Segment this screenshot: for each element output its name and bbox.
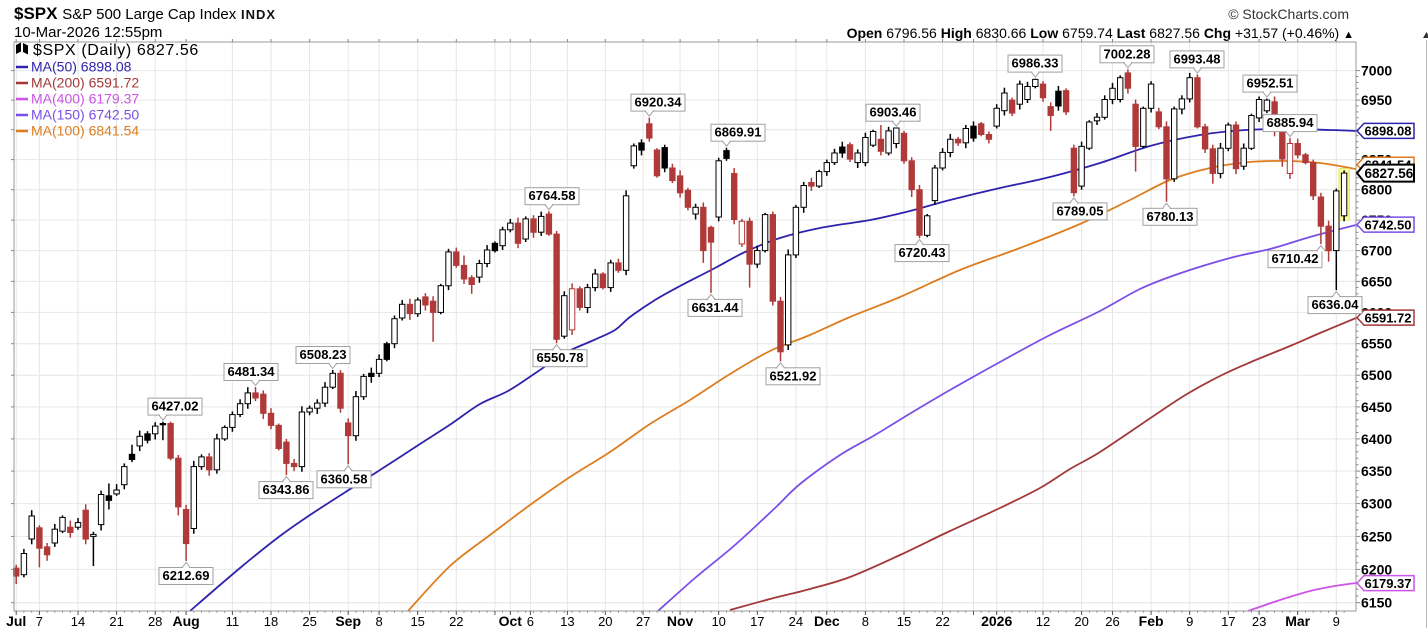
svg-text:Feb: Feb: [1139, 613, 1164, 629]
svg-text:17: 17: [1221, 614, 1235, 629]
svg-text:26: 26: [1105, 614, 1119, 629]
svg-text:6427.02: 6427.02: [152, 399, 199, 414]
svg-text:14: 14: [71, 614, 85, 629]
svg-text:6920.34: 6920.34: [635, 95, 683, 110]
svg-text:6636.04: 6636.04: [1312, 297, 1360, 312]
svg-text:6300: 6300: [1361, 496, 1392, 512]
svg-text:7002.28: 7002.28: [1104, 46, 1151, 61]
svg-text:20: 20: [1074, 614, 1088, 629]
svg-text:6450: 6450: [1361, 399, 1392, 415]
svg-text:Jul: Jul: [6, 613, 26, 629]
svg-text:6508.23: 6508.23: [300, 347, 347, 362]
svg-text:6789.05: 6789.05: [1057, 203, 1104, 218]
svg-text:6700: 6700: [1361, 243, 1392, 259]
svg-text:6650: 6650: [1361, 273, 1392, 289]
svg-text:6720.43: 6720.43: [899, 245, 946, 260]
svg-text:Aug: Aug: [172, 613, 199, 629]
svg-text:8: 8: [862, 614, 869, 629]
svg-text:6481.34: 6481.34: [228, 364, 276, 379]
svg-text:MA(400) 6179.37: MA(400) 6179.37: [31, 91, 139, 107]
svg-text:8: 8: [375, 614, 382, 629]
svg-text:17: 17: [750, 614, 764, 629]
svg-text:11: 11: [226, 614, 240, 629]
svg-text:6827.56: 6827.56: [1365, 166, 1414, 181]
svg-text:6986.33: 6986.33: [1012, 56, 1059, 71]
svg-text:Sep: Sep: [335, 613, 361, 629]
svg-text:6: 6: [527, 614, 534, 629]
svg-text:6742.50: 6742.50: [1365, 217, 1412, 232]
svg-text:9: 9: [1333, 614, 1340, 629]
svg-text:6200: 6200: [1361, 561, 1392, 577]
svg-text:6360.58: 6360.58: [321, 471, 368, 486]
svg-text:10: 10: [711, 614, 725, 629]
svg-text:21: 21: [109, 614, 123, 629]
svg-text:6150: 6150: [1361, 595, 1392, 611]
svg-text:15: 15: [410, 614, 424, 629]
svg-text:6550.78: 6550.78: [537, 350, 584, 365]
svg-text:20: 20: [598, 614, 612, 629]
svg-text:13: 13: [560, 614, 574, 629]
svg-text:22: 22: [935, 614, 949, 629]
svg-text:24: 24: [789, 614, 803, 629]
svg-text:6343.86: 6343.86: [263, 482, 310, 497]
svg-text:Mar: Mar: [1285, 613, 1310, 629]
svg-text:Nov: Nov: [667, 613, 694, 629]
svg-text:Oct: Oct: [499, 613, 523, 629]
svg-text:7000: 7000: [1361, 63, 1392, 79]
svg-text:9: 9: [1186, 614, 1193, 629]
svg-text:15: 15: [897, 614, 911, 629]
svg-text:MA(50) 6898.08: MA(50) 6898.08: [31, 59, 132, 75]
svg-text:7: 7: [36, 614, 43, 629]
svg-text:MA(100) 6841.54: MA(100) 6841.54: [31, 123, 139, 139]
svg-text:6898.08: 6898.08: [1365, 124, 1412, 139]
svg-text:6993.48: 6993.48: [1174, 51, 1221, 66]
svg-text:6780.13: 6780.13: [1147, 209, 1194, 224]
svg-text:6591.72: 6591.72: [1365, 310, 1412, 325]
svg-text:6350: 6350: [1361, 463, 1392, 479]
svg-text:6885.94: 6885.94: [1267, 115, 1315, 130]
svg-text:$SPX (Daily) 6827.56: $SPX (Daily) 6827.56: [33, 42, 199, 59]
svg-text:Dec: Dec: [814, 613, 840, 629]
svg-text:6631.44: 6631.44: [692, 300, 740, 315]
svg-text:6521.92: 6521.92: [770, 368, 817, 383]
svg-text:25: 25: [302, 614, 316, 629]
svg-text:6869.91: 6869.91: [715, 125, 762, 140]
svg-text:6710.42: 6710.42: [1272, 251, 1319, 266]
svg-text:18: 18: [264, 614, 278, 629]
svg-text:23: 23: [1252, 614, 1266, 629]
svg-text:6903.46: 6903.46: [870, 105, 917, 120]
svg-text:12: 12: [1036, 614, 1050, 629]
svg-text:6952.51: 6952.51: [1247, 76, 1294, 91]
svg-text:6950: 6950: [1361, 92, 1392, 108]
svg-text:27: 27: [636, 614, 650, 629]
svg-text:6500: 6500: [1361, 367, 1392, 383]
svg-text:6800: 6800: [1361, 182, 1392, 198]
svg-text:6550: 6550: [1361, 336, 1392, 352]
svg-text:6250: 6250: [1361, 528, 1392, 544]
svg-text:22: 22: [449, 614, 463, 629]
svg-text:2026: 2026: [981, 613, 1012, 629]
svg-text:28: 28: [148, 614, 162, 629]
svg-text:6764.58: 6764.58: [529, 188, 576, 203]
svg-text:MA(150) 6742.50: MA(150) 6742.50: [31, 107, 139, 123]
svg-text:6179.37: 6179.37: [1365, 576, 1412, 591]
svg-text:MA(200) 6591.72: MA(200) 6591.72: [31, 75, 139, 91]
svg-text:6212.69: 6212.69: [163, 568, 210, 583]
svg-text:6400: 6400: [1361, 431, 1392, 447]
